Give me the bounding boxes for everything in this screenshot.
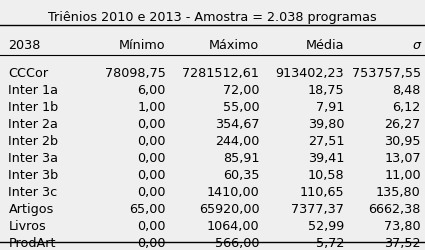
Text: Inter 2b: Inter 2b xyxy=(8,134,59,147)
Text: 1410,00: 1410,00 xyxy=(207,185,259,198)
Text: Inter 2a: Inter 2a xyxy=(8,117,58,130)
Text: 135,80: 135,80 xyxy=(376,185,421,198)
Text: 6662,38: 6662,38 xyxy=(368,202,421,215)
Text: Inter 1b: Inter 1b xyxy=(8,100,59,113)
Text: 26,27: 26,27 xyxy=(385,117,421,130)
Text: 1,00: 1,00 xyxy=(137,100,166,113)
Text: Mínimo: Mínimo xyxy=(119,39,166,52)
Text: 7377,37: 7377,37 xyxy=(292,202,344,215)
Text: 1064,00: 1064,00 xyxy=(207,219,259,232)
Text: 5,72: 5,72 xyxy=(316,236,344,249)
Text: 11,00: 11,00 xyxy=(384,168,421,181)
Text: 0,00: 0,00 xyxy=(137,134,166,147)
Text: 10,58: 10,58 xyxy=(308,168,344,181)
Text: 7,91: 7,91 xyxy=(316,100,344,113)
Text: 65920,00: 65920,00 xyxy=(198,202,259,215)
Text: 65,00: 65,00 xyxy=(129,202,166,215)
Text: Inter 3b: Inter 3b xyxy=(8,168,59,181)
Text: 13,07: 13,07 xyxy=(384,151,421,164)
Text: 18,75: 18,75 xyxy=(308,83,344,96)
Text: 85,91: 85,91 xyxy=(223,151,259,164)
Text: 39,41: 39,41 xyxy=(308,151,344,164)
Text: 0,00: 0,00 xyxy=(137,117,166,130)
Text: 0,00: 0,00 xyxy=(137,185,166,198)
Text: 6,00: 6,00 xyxy=(137,83,166,96)
Text: 39,80: 39,80 xyxy=(308,117,344,130)
Text: 78098,75: 78098,75 xyxy=(105,66,166,79)
Text: σ: σ xyxy=(413,39,421,52)
Text: Inter 3a: Inter 3a xyxy=(8,151,59,164)
Text: Triênios 2010 e 2013 - Amostra = 2.038 programas: Triênios 2010 e 2013 - Amostra = 2.038 p… xyxy=(48,11,377,24)
Text: 6,12: 6,12 xyxy=(393,100,421,113)
Text: Máximo: Máximo xyxy=(209,39,259,52)
Text: Livros: Livros xyxy=(8,219,46,232)
Text: 0,00: 0,00 xyxy=(137,219,166,232)
Text: 913402,23: 913402,23 xyxy=(276,66,344,79)
Text: ProdArt: ProdArt xyxy=(8,236,56,249)
Text: 55,00: 55,00 xyxy=(223,100,259,113)
Text: 52,99: 52,99 xyxy=(308,219,344,232)
Text: 8,48: 8,48 xyxy=(392,83,421,96)
Text: CCCor: CCCor xyxy=(8,66,48,79)
Text: 0,00: 0,00 xyxy=(137,151,166,164)
Text: Inter 1a: Inter 1a xyxy=(8,83,59,96)
Text: 72,00: 72,00 xyxy=(223,83,259,96)
Text: 7281512,61: 7281512,61 xyxy=(182,66,259,79)
Text: 37,52: 37,52 xyxy=(384,236,421,249)
Text: 244,00: 244,00 xyxy=(215,134,259,147)
Text: 30,95: 30,95 xyxy=(384,134,421,147)
Text: Inter 3c: Inter 3c xyxy=(8,185,58,198)
Text: Artigos: Artigos xyxy=(8,202,54,215)
Text: 354,67: 354,67 xyxy=(215,117,259,130)
Text: 753757,55: 753757,55 xyxy=(351,66,421,79)
Text: 566,00: 566,00 xyxy=(215,236,259,249)
Text: Média: Média xyxy=(306,39,344,52)
Text: 73,80: 73,80 xyxy=(384,219,421,232)
Text: 2038: 2038 xyxy=(8,39,41,52)
Text: 0,00: 0,00 xyxy=(137,236,166,249)
Text: 60,35: 60,35 xyxy=(223,168,259,181)
Text: 0,00: 0,00 xyxy=(137,168,166,181)
Text: 110,65: 110,65 xyxy=(300,185,344,198)
Text: 27,51: 27,51 xyxy=(308,134,344,147)
